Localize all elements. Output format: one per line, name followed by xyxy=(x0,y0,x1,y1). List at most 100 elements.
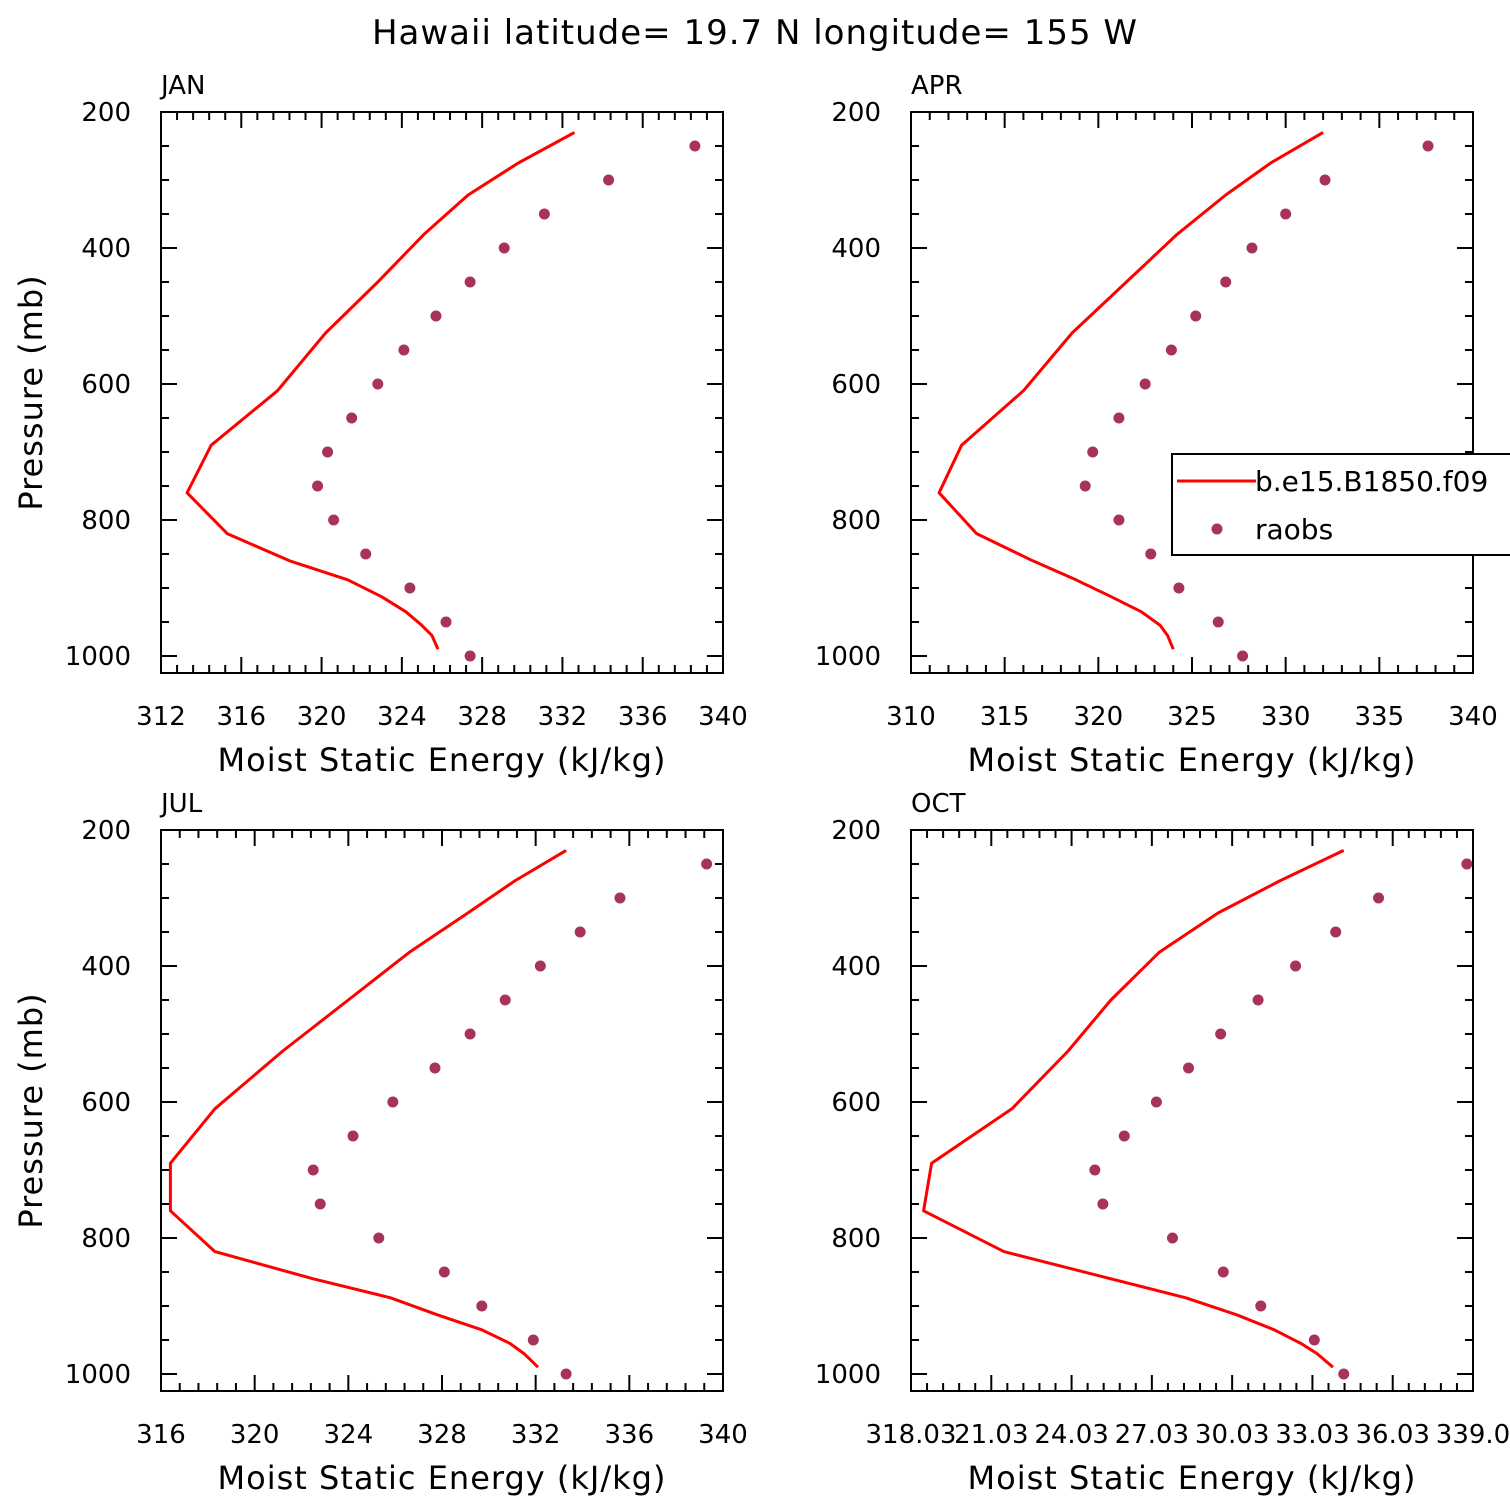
raobs-point xyxy=(1252,994,1264,1006)
panel-jan: JAN 312 316 320 324 328 332 336 340 200 400 600 800 1… xyxy=(12,71,748,779)
raobs-point xyxy=(429,1062,441,1074)
raobs-point xyxy=(499,994,511,1006)
x-tick-label: 312 xyxy=(136,702,186,732)
raobs-point xyxy=(1165,344,1177,356)
x-tick-label: 324 xyxy=(324,1420,374,1450)
legend-obs-swatch xyxy=(1211,523,1223,535)
raobs-point xyxy=(1422,140,1434,152)
raobs-point xyxy=(1113,412,1125,424)
raobs-point xyxy=(1237,650,1249,662)
y-tick-label: 200 xyxy=(831,98,881,128)
x-tick-label: 336 xyxy=(605,1420,655,1450)
raobs-point xyxy=(430,310,442,322)
raobs-point xyxy=(464,276,476,288)
x-tick-label: 320 xyxy=(230,1420,280,1450)
raobs-point xyxy=(1319,174,1331,186)
y-tick-label: 600 xyxy=(831,370,881,400)
raobs-point xyxy=(387,1096,399,1108)
raobs-point xyxy=(1183,1062,1195,1074)
x-tick-label: 30.03 xyxy=(1195,1420,1269,1450)
legend-obs-label: raobs xyxy=(1255,513,1333,546)
raobs-point xyxy=(1212,616,1224,628)
y-tick-label: 400 xyxy=(81,234,131,264)
raobs-point xyxy=(1255,1300,1267,1312)
x-tick-label: 340 xyxy=(698,702,748,732)
x-tick-label: 340 xyxy=(1448,702,1498,732)
panel-jul: JUL 316 320 324 328 332 336 340 200 400 600 800 1000… xyxy=(12,789,748,1497)
raobs-point xyxy=(1461,858,1473,870)
y-tick-label: 600 xyxy=(81,1088,131,1118)
y-tick-label: 1000 xyxy=(815,642,881,672)
x-tick-label: 336 xyxy=(618,702,668,732)
x-tick-label: 325 xyxy=(1167,702,1217,732)
raobs-point xyxy=(372,378,384,390)
y-tick-label: 600 xyxy=(81,370,131,400)
x-tick-label: 36.03 xyxy=(1355,1420,1429,1450)
x-tick-label: 340 xyxy=(698,1420,748,1450)
raobs-point xyxy=(1097,1198,1109,1210)
raobs-point xyxy=(534,960,546,972)
model-profile-line xyxy=(185,131,576,650)
y-tick-label: 1000 xyxy=(65,642,131,672)
raobs-point xyxy=(689,140,701,152)
x-tick-label: 339.0 xyxy=(1436,1420,1510,1450)
raobs-point xyxy=(1079,480,1091,492)
y-tick-label: 400 xyxy=(831,952,881,982)
raobs-point xyxy=(440,616,452,628)
figure-title: Hawaii latitude= 19.7 N longitude= 155 W xyxy=(372,13,1138,53)
raobs-point xyxy=(314,1198,326,1210)
plot-frame xyxy=(160,111,724,674)
legend: b.e15.B1850.f09 raobs xyxy=(1171,453,1510,556)
raobs-point xyxy=(438,1266,450,1278)
raobs-point xyxy=(1139,378,1151,390)
x-tick-label: 316 xyxy=(216,702,266,732)
x-tick-label: 21.03 xyxy=(954,1420,1028,1450)
raobs-point xyxy=(1150,1096,1162,1108)
y-tick-label: 600 xyxy=(831,1088,881,1118)
raobs-point xyxy=(603,174,615,186)
x-axis-label: Moist Static Energy (kJ/kg) xyxy=(218,1459,667,1497)
x-tick-label: 320 xyxy=(1074,702,1124,732)
y-tick-label: 400 xyxy=(81,952,131,982)
x-tick-label: 332 xyxy=(538,702,588,732)
raobs-point xyxy=(1373,892,1385,904)
raobs-point xyxy=(346,412,358,424)
plot-frame xyxy=(910,111,1474,674)
x-tick-label: 27.03 xyxy=(1115,1420,1189,1450)
y-tick-label: 800 xyxy=(81,1224,131,1254)
x-tick-label: 324 xyxy=(377,702,427,732)
y-axis-label: Pressure (mb) xyxy=(12,274,50,510)
raobs-point xyxy=(527,1334,539,1346)
y-tick-label: 800 xyxy=(831,506,881,536)
y-axis-label: Pressure (mb) xyxy=(12,992,50,1228)
plot-frame xyxy=(160,829,724,1392)
legend-model-label: b.e15.B1850.f09 xyxy=(1255,465,1488,498)
raobs-point xyxy=(1246,242,1258,254)
raobs-point xyxy=(1190,310,1202,322)
raobs-point xyxy=(701,858,713,870)
raobs-point xyxy=(476,1300,488,1312)
raobs-point xyxy=(1113,514,1125,526)
y-tick-label: 1000 xyxy=(815,1360,881,1390)
y-tick-label: 800 xyxy=(81,506,131,536)
raobs-point xyxy=(574,926,586,938)
raobs-point xyxy=(347,1130,359,1142)
x-tick-label: 328 xyxy=(457,702,507,732)
y-tick-label: 800 xyxy=(831,1224,881,1254)
x-tick-label: 33.03 xyxy=(1275,1420,1349,1450)
raobs-point xyxy=(1118,1130,1130,1142)
raobs-point xyxy=(464,1028,476,1040)
x-tick-label: 310 xyxy=(886,702,936,732)
raobs-point xyxy=(322,446,334,458)
raobs-point xyxy=(1220,276,1232,288)
model-profile-line xyxy=(937,131,1324,650)
panel-title: JUL xyxy=(159,789,203,819)
raobs-point xyxy=(1089,1164,1101,1176)
model-profile-line xyxy=(922,849,1345,1369)
panel-title: JAN xyxy=(159,71,205,101)
y-tick-label: 200 xyxy=(81,816,131,846)
y-tick-label: 400 xyxy=(831,234,881,264)
x-tick-label: 330 xyxy=(1261,702,1311,732)
raobs-point xyxy=(1215,1028,1227,1040)
